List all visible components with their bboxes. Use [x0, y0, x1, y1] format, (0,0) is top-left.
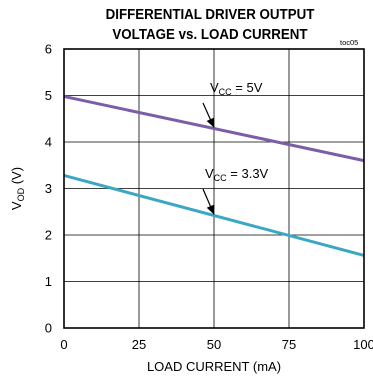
y-axis-label-main: V [9, 201, 24, 210]
series-label-main: V [205, 166, 214, 181]
series-lines [63, 94, 365, 257]
series-line-1 [63, 94, 365, 163]
y-tick-label: 0 [45, 321, 52, 336]
chart-title-line2: VOLTAGE vs. LOAD CURRENT [112, 27, 308, 43]
annotation-arrowhead [206, 117, 214, 128]
x-tick-label: 100 [353, 337, 373, 352]
series-label-2: VCC = 3.3V [205, 166, 269, 183]
y-tick-label: 6 [45, 42, 52, 57]
figure-tag: toc05 [340, 38, 359, 47]
y-axis-label-subscript: OD [16, 187, 26, 201]
plot-frame [63, 48, 365, 329]
series-label-rest: = 3.3V [227, 166, 269, 181]
y-tick-label: 2 [45, 228, 52, 243]
x-tick-label: 0 [60, 337, 67, 352]
series-label-subscript: CC [219, 87, 232, 97]
chart-title-line1: DIFFERENTIAL DRIVER OUTPUT [105, 7, 315, 23]
y-axis-label: VOD (V) [9, 167, 26, 210]
x-tick-label: 50 [207, 337, 221, 352]
y-tick-label: 3 [45, 181, 52, 196]
y-tick-label: 5 [45, 88, 52, 103]
x-tick-label: 25 [132, 337, 146, 352]
series-label-rest: = 5V [232, 80, 263, 95]
y-tick-label: 1 [45, 274, 52, 289]
annotation-arrowhead [206, 204, 215, 215]
x-tick-label: 75 [282, 337, 296, 352]
series-line-2 [63, 174, 365, 257]
series-label-subscript: CC [214, 173, 227, 183]
series-label-1: VCC = 5V [210, 80, 263, 97]
y-tick-label: 4 [45, 135, 52, 150]
tick-labels: 0 25 50 75 100 0 1 2 3 4 5 6 [45, 42, 373, 353]
y-axis-label-unit: (V) [9, 167, 24, 188]
x-axis-label: LOAD CURRENT (mA) [147, 359, 281, 374]
series-label-main: V [210, 80, 219, 95]
